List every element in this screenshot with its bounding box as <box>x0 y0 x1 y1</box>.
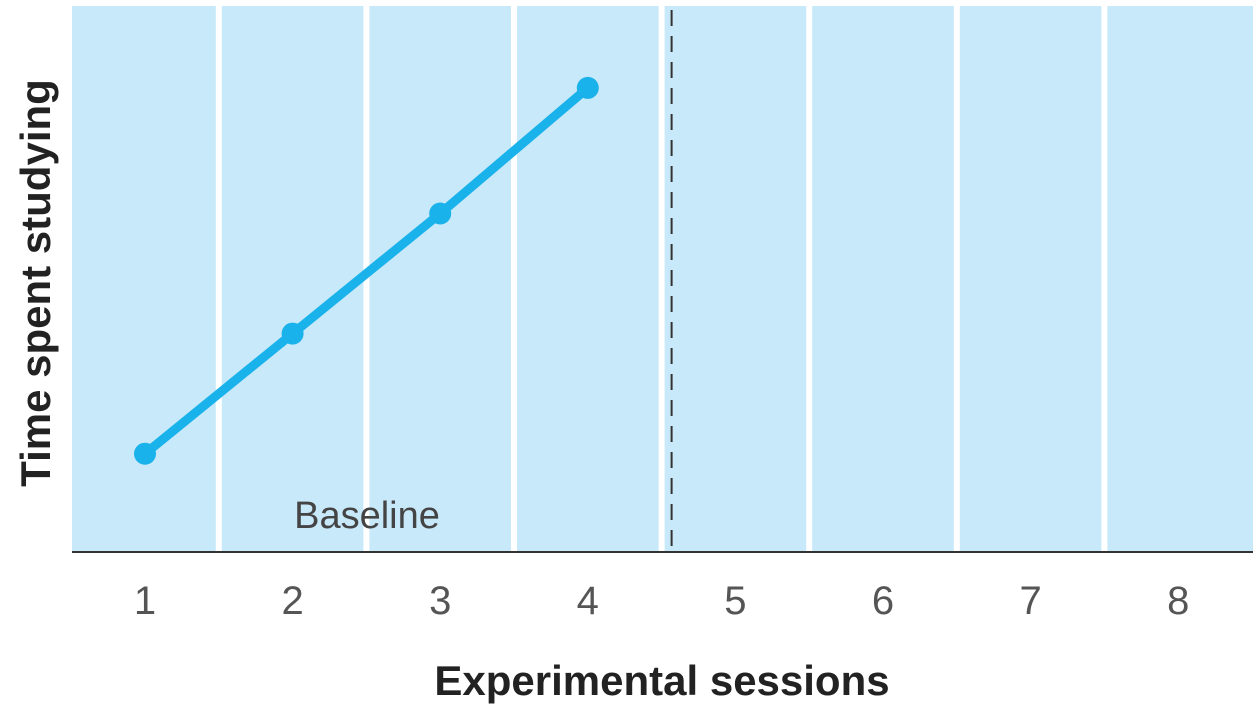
data-point-session-3 <box>429 202 452 225</box>
session-panels <box>72 6 1253 552</box>
session-panel-8 <box>1107 6 1253 552</box>
data-point-session-4 <box>576 76 599 99</box>
x-tick-label-4: 4 <box>577 579 599 623</box>
x-tick-label-5: 5 <box>724 579 746 623</box>
x-tick-labels: 1 2 3 4 5 6 7 8 <box>134 579 1189 623</box>
x-tick-label-6: 6 <box>872 579 894 623</box>
x-tick-label-2: 2 <box>281 579 303 623</box>
x-tick-label-3: 3 <box>429 579 451 623</box>
session-panel-2 <box>221 6 364 552</box>
data-point-session-2 <box>281 322 304 345</box>
session-panel-5 <box>664 6 807 552</box>
x-tick-label-1: 1 <box>134 579 156 623</box>
data-point-session-1 <box>134 442 156 465</box>
y-axis-label: Time spent studying <box>12 79 59 487</box>
session-panel-6 <box>812 6 954 552</box>
x-axis-label: Experimental sessions <box>434 657 889 704</box>
session-panel-3 <box>369 6 511 552</box>
series-line-0 <box>140 83 593 459</box>
x-tick-label-8: 8 <box>1167 579 1189 623</box>
session-panel-1 <box>72 6 216 552</box>
phase-label-baseline: Baseline <box>294 495 440 537</box>
x-tick-label-7: 7 <box>1019 579 1041 623</box>
session-panel-7 <box>959 6 1102 552</box>
series-layer <box>134 76 599 465</box>
